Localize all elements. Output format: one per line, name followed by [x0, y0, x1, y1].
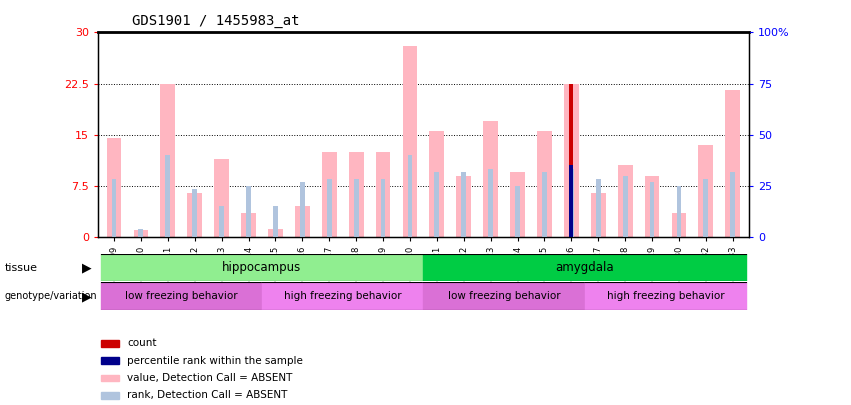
Text: low freezing behavior: low freezing behavior — [448, 291, 561, 301]
Text: ▶: ▶ — [83, 290, 92, 303]
Bar — [677, 186, 682, 237]
Bar — [515, 186, 520, 237]
Bar — [101, 375, 119, 382]
Bar — [375, 152, 391, 237]
Bar — [241, 213, 256, 237]
Bar — [645, 176, 660, 237]
Bar — [322, 152, 337, 237]
Bar — [300, 182, 305, 237]
Bar — [456, 176, 471, 237]
Bar — [461, 172, 466, 237]
Bar — [424, 282, 585, 310]
Bar — [101, 340, 119, 347]
Text: ▶: ▶ — [83, 262, 92, 275]
Bar — [160, 83, 175, 237]
Bar — [111, 179, 117, 237]
Bar — [730, 172, 735, 237]
Text: low freezing behavior: low freezing behavior — [125, 291, 237, 301]
Bar — [591, 193, 606, 237]
Bar — [618, 165, 632, 237]
Bar — [569, 83, 574, 237]
Bar — [537, 131, 551, 237]
Text: hippocampus: hippocampus — [222, 261, 301, 274]
Text: percentile rank within the sample: percentile rank within the sample — [127, 356, 303, 366]
Bar — [273, 206, 277, 237]
Bar — [569, 165, 574, 237]
Text: rank, Detection Call = ABSENT: rank, Detection Call = ABSENT — [127, 390, 288, 400]
Bar — [671, 213, 687, 237]
Bar — [564, 83, 579, 237]
Text: genotype/variation: genotype/variation — [4, 292, 97, 301]
Bar — [430, 131, 444, 237]
Bar — [106, 138, 122, 237]
Text: GDS1901 / 1455983_at: GDS1901 / 1455983_at — [132, 14, 300, 28]
Bar — [101, 357, 119, 364]
Bar — [268, 229, 283, 237]
Bar — [192, 189, 197, 237]
Text: high freezing behavior: high freezing behavior — [607, 291, 724, 301]
Text: count: count — [127, 338, 157, 348]
Bar — [483, 121, 498, 237]
Bar — [542, 172, 547, 237]
Bar — [100, 282, 262, 310]
Bar — [585, 282, 746, 310]
Bar — [134, 230, 148, 237]
Bar — [220, 206, 224, 237]
Bar — [100, 254, 423, 281]
Text: high freezing behavior: high freezing behavior — [284, 291, 402, 301]
Bar — [354, 179, 358, 237]
Bar — [699, 145, 713, 237]
Bar — [101, 392, 119, 399]
Bar — [403, 46, 417, 237]
Bar — [510, 172, 525, 237]
Bar — [187, 193, 202, 237]
Bar — [262, 282, 423, 310]
Bar — [488, 169, 493, 237]
Bar — [569, 169, 574, 237]
Text: value, Detection Call = ABSENT: value, Detection Call = ABSENT — [127, 373, 293, 383]
Bar — [649, 182, 654, 237]
Bar — [725, 90, 740, 237]
Bar — [704, 179, 708, 237]
Bar — [434, 172, 439, 237]
Bar — [165, 155, 170, 237]
Bar — [623, 176, 627, 237]
Bar — [424, 254, 746, 281]
Bar — [295, 206, 310, 237]
Bar — [327, 179, 332, 237]
Text: amygdala: amygdala — [556, 261, 614, 274]
Bar — [349, 152, 363, 237]
Bar — [139, 229, 143, 237]
Bar — [214, 158, 229, 237]
Bar — [596, 179, 601, 237]
Bar — [408, 155, 413, 237]
Bar — [380, 179, 386, 237]
Text: tissue: tissue — [4, 263, 37, 273]
Bar — [246, 186, 251, 237]
